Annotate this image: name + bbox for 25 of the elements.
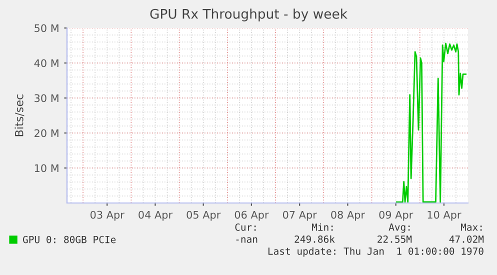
x-tick-label: 09 Apr bbox=[379, 210, 414, 221]
y-tick-label: 10 M bbox=[34, 164, 58, 172]
y-tick-label: 50 M bbox=[34, 24, 58, 32]
x-tick-label: 05 Apr bbox=[186, 210, 221, 221]
x-tick-label: 03 Apr bbox=[90, 210, 124, 221]
text: Cur: bbox=[235, 223, 256, 231]
text: Avg: bbox=[388, 224, 410, 233]
x-tick-label: 07 Apr bbox=[282, 210, 317, 221]
text: Last update: Thu Jan 1 01:00:00 1970 bbox=[268, 247, 484, 257]
x-tick-label: 10 Apr bbox=[428, 210, 462, 221]
y-axis-title: Bits/sec bbox=[14, 94, 24, 136]
chart-title: GPU Rx Throughput - by week bbox=[150, 8, 348, 22]
legend-label: GPU 0: 80GB PCIe bbox=[23, 236, 116, 244]
text: 47.02M bbox=[449, 235, 484, 243]
text: 249.86k bbox=[294, 235, 335, 243]
x-tick-label: 08 Apr bbox=[331, 210, 365, 221]
y-tick-label: 40 M bbox=[34, 59, 58, 68]
y-tick-label: 20 M bbox=[34, 129, 58, 138]
text: 22.55M bbox=[378, 235, 412, 243]
text: -nan bbox=[236, 237, 258, 243]
y-tick-label: 30 M bbox=[34, 94, 58, 102]
x-tick-label: 04 Apr bbox=[138, 210, 173, 221]
text: Max: bbox=[460, 224, 482, 231]
x-tick-label: 06 Apr bbox=[234, 210, 269, 221]
text: Min: bbox=[312, 223, 333, 231]
